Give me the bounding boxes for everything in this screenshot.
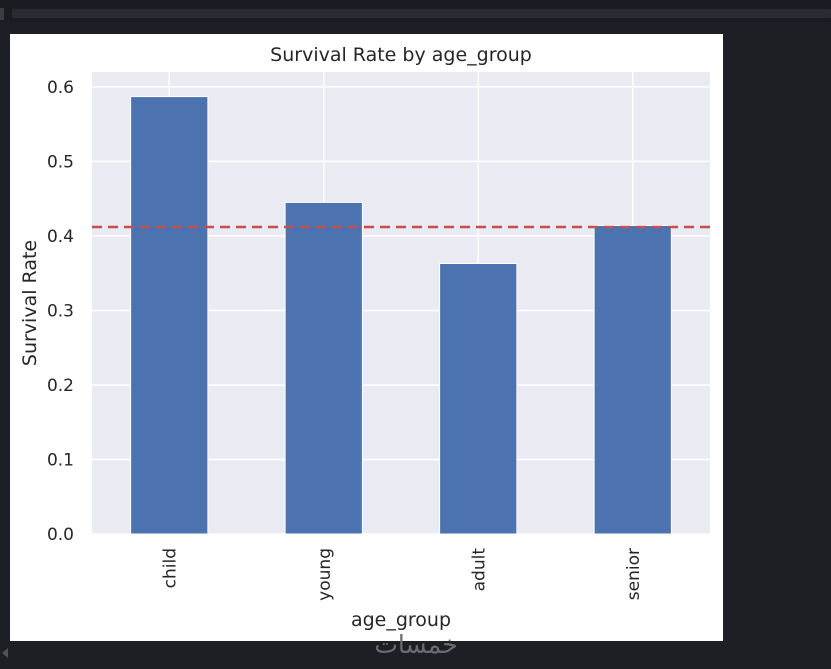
- chart-title: Survival Rate by age_group: [270, 44, 532, 66]
- bar-senior: [593, 225, 672, 535]
- y-tick-label: 0.5: [47, 152, 74, 172]
- bar-adult: [439, 263, 518, 535]
- scroll-left-arrow-icon[interactable]: [2, 648, 8, 658]
- x-tick-label: young: [315, 548, 335, 601]
- chart-panel: Survival Rate by age_group 0.0 0.1 0.2 0.3 0…: [10, 34, 723, 641]
- bar-child: [130, 96, 209, 535]
- y-axis-label: Survival Rate: [19, 240, 41, 366]
- y-tick-label: 0.6: [47, 78, 74, 98]
- y-tick-label: 0.0: [47, 525, 74, 545]
- bars: [130, 96, 672, 535]
- x-tick-label: senior: [624, 548, 644, 600]
- x-tick-label: adult: [469, 548, 489, 592]
- x-tick-label: child: [160, 548, 180, 588]
- y-tick-label: 0.1: [47, 450, 74, 470]
- y-tick-labels: 0.0 0.1 0.2 0.3 0.4 0.5 0.6: [47, 78, 74, 545]
- top-scroll-strip: [12, 9, 831, 18]
- top-bar: [0, 0, 831, 22]
- y-tick-label: 0.3: [47, 301, 74, 321]
- x-tick-labels: child young adult senior: [160, 548, 644, 601]
- watermark-text: خمسات: [374, 630, 457, 659]
- y-tick-label: 0.4: [47, 227, 74, 247]
- y-tick-label: 0.2: [47, 376, 74, 396]
- left-edge-marker: [0, 8, 4, 20]
- x-axis-label: age_group: [351, 609, 451, 631]
- bar-young: [284, 201, 363, 535]
- bar-chart: Survival Rate by age_group 0.00.10.20.30…: [19, 44, 710, 631]
- watermark-logo: خمسات: [374, 630, 457, 659]
